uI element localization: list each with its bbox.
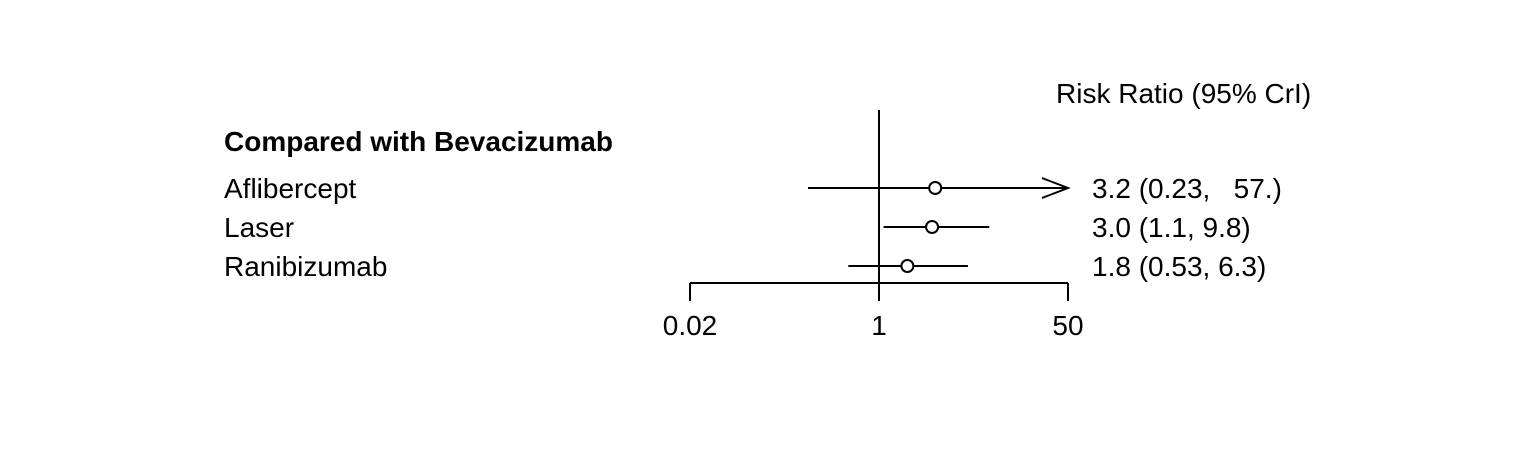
estimate-label: 1.8 (0.53, 6.3) (1092, 251, 1266, 282)
row-name: Laser (224, 212, 294, 243)
point-estimate (928, 181, 943, 195)
point-estimate (900, 259, 915, 273)
row-name: Aflibercept (224, 173, 357, 204)
forest-row: Ranibizumab 1.8 (0.53, 6.3) (224, 251, 1266, 282)
x-tick-label: 50 (1052, 310, 1083, 341)
ci-arrow (1041, 177, 1071, 199)
column-header: Risk Ratio (95% CrI) (1056, 78, 1311, 109)
row-name: Ranibizumab (224, 251, 387, 282)
estimate-label: 3.0 (1.1, 9.8) (1092, 212, 1251, 243)
x-tick-label: 1 (871, 310, 887, 341)
x-tick-label: 0.02 (663, 310, 718, 341)
forest-row: Laser 3.0 (1.1, 9.8) (224, 212, 1251, 243)
forest-row: Aflibercept 3.2 (0.23, 57.) (224, 173, 1282, 204)
group-label: Compared with Bevacizumab (224, 126, 613, 157)
forest-rows: Aflibercept 3.2 (0.23, 57.) Laser 3.0 (1.1,… (224, 173, 1282, 282)
point-estimate (925, 220, 940, 234)
x-axis-ticks: 0.02 1 50 (663, 283, 1084, 341)
estimate-label: 3.2 (0.23, 57.) (1092, 173, 1282, 204)
